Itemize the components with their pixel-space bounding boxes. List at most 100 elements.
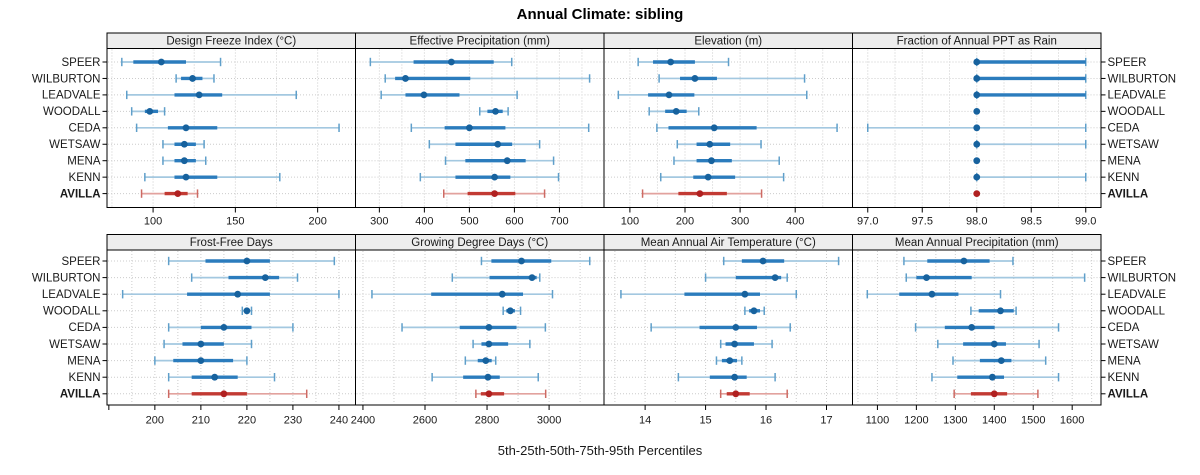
station-label: CEDA	[1108, 322, 1140, 334]
median-dot	[726, 357, 734, 364]
station-label: WETSAW	[1108, 139, 1159, 151]
panel-mean-annual-air-temperature-c: Mean Annual Air Temperature (°C) 14 15 16 17	[603, 234, 853, 427]
station-label: MENA	[67, 355, 101, 367]
median-dot	[973, 140, 981, 148]
station-label: LEADVALE	[1108, 90, 1167, 102]
axis-tick-label: 2800	[475, 415, 499, 427]
median-dot	[195, 91, 203, 99]
median-dot	[771, 274, 779, 281]
median-dot	[990, 390, 998, 398]
median-dot	[667, 58, 675, 66]
station-label: WETSAW	[49, 139, 100, 151]
panel-design-freeze-index-c: Design Freeze Index (°C) 100 150 200	[106, 32, 356, 228]
median-dot	[997, 307, 1004, 315]
station-label: WILBURTON	[1108, 272, 1177, 284]
strip	[852, 32, 1102, 49]
station-label: KENN	[1108, 372, 1140, 384]
median-dot	[960, 257, 968, 265]
median-dot	[485, 324, 493, 331]
strip-title: Mean Annual Air Temperature (°C)	[641, 237, 816, 249]
strip-title: Effective Precipitation (mm)	[410, 36, 551, 48]
median-dot	[211, 373, 219, 381]
median-dot	[706, 140, 714, 148]
axis-tick-label: 300	[731, 216, 749, 228]
panel-growing-degree-days-c: Growing Degree Days (°C) 2400 2600 2800 3000	[351, 234, 605, 427]
median-dot	[146, 107, 154, 115]
station-label: SPEER	[62, 57, 101, 69]
station-labels-right-row1: SPEER WILBURTON LEADVALE WOODALL CEDA WETSAW M…	[1101, 57, 1177, 200]
median-dot	[759, 257, 767, 265]
median-dot	[973, 75, 981, 82]
station-label: CEDA	[69, 123, 101, 135]
median-dot	[491, 190, 499, 198]
station-label: WILBURTON	[32, 73, 101, 85]
median-dot	[750, 307, 758, 315]
axis-tick-label: 2600	[413, 415, 437, 427]
station-label: LEADVALE	[1108, 289, 1167, 301]
station-label: SPEER	[62, 256, 101, 268]
axis-tick-label: 200	[308, 216, 326, 228]
axis-tick-label: 200	[676, 216, 694, 228]
strip-title: Mean Annual Precipitation (mm)	[895, 237, 1059, 249]
median-dot	[447, 58, 455, 66]
median-dot	[243, 257, 251, 265]
median-dot	[182, 173, 190, 181]
median-dot	[220, 324, 228, 331]
median-dot	[182, 124, 190, 132]
median-dot	[997, 357, 1005, 364]
median-dot	[402, 75, 409, 82]
median-dot	[923, 274, 930, 281]
station-label: LEADVALE	[42, 289, 101, 301]
median-dot	[928, 290, 936, 298]
axis-tick-label: 400	[786, 216, 804, 228]
axis-tick-label: 500	[460, 216, 478, 228]
station-label: WETSAW	[49, 339, 100, 351]
station-label: AVILLA	[1108, 188, 1149, 200]
median-dot	[234, 290, 242, 298]
strip-title: Elevation (m)	[694, 36, 762, 48]
station-label: CEDA	[1108, 123, 1140, 135]
strip-title: Fraction of Annual PPT as Rain	[897, 36, 1057, 48]
axis-tick-label: 220	[238, 415, 256, 427]
median-dot	[691, 75, 699, 82]
station-label: AVILLA	[60, 188, 101, 200]
station-label: MENA	[1108, 355, 1142, 367]
station-label: WOODALL	[43, 106, 101, 118]
axis-tick-label: 1600	[1060, 415, 1084, 427]
axis-tick-label: 99.0	[1075, 216, 1096, 228]
median-dot	[220, 390, 228, 398]
median-dot	[708, 157, 715, 165]
median-dot	[731, 373, 738, 381]
station-label: WOODALL	[1108, 106, 1166, 118]
axis-tick-label: 210	[192, 415, 210, 427]
median-dot	[973, 91, 981, 99]
station-labels-left-row2: SPEER WILBURTON LEADVALE WOODALL CEDA WETSAW M…	[32, 256, 107, 401]
median-dot	[968, 324, 976, 331]
median-dot	[498, 290, 506, 298]
median-dot	[492, 107, 499, 115]
station-label: AVILLA	[1108, 389, 1149, 401]
axis-tick-label: 3000	[537, 415, 561, 427]
station-label: WILBURTON	[1108, 73, 1177, 85]
station-label: WOODALL	[1108, 306, 1166, 318]
median-dot	[696, 190, 704, 198]
median-dot	[988, 373, 996, 381]
station-label: WETSAW	[1108, 339, 1159, 351]
axis-tick-label: 150	[226, 216, 244, 228]
median-dot	[189, 75, 196, 82]
percentile-legend-label: 5th-25th-50th-75th-95th Percentiles	[497, 443, 703, 458]
axis-tick-label: 230	[284, 415, 302, 427]
axis-tick-label: 700	[550, 216, 568, 228]
median-dot	[704, 173, 712, 181]
median-dot	[197, 340, 205, 348]
axis-tick-label: 1500	[1021, 415, 1045, 427]
station-label: SPEER	[1108, 256, 1147, 268]
station-label: SPEER	[1108, 57, 1147, 69]
station-label: KENN	[1108, 172, 1140, 184]
strip-title: Growing Degree Days (°C)	[411, 237, 548, 249]
axis-tick-label: 15	[699, 415, 711, 427]
median-dot	[174, 190, 182, 198]
median-dot	[973, 190, 981, 198]
station-label: LEADVALE	[42, 90, 101, 102]
panel-frost-free-days: Frost-Free Days 200 210 220 230 240	[106, 234, 356, 427]
